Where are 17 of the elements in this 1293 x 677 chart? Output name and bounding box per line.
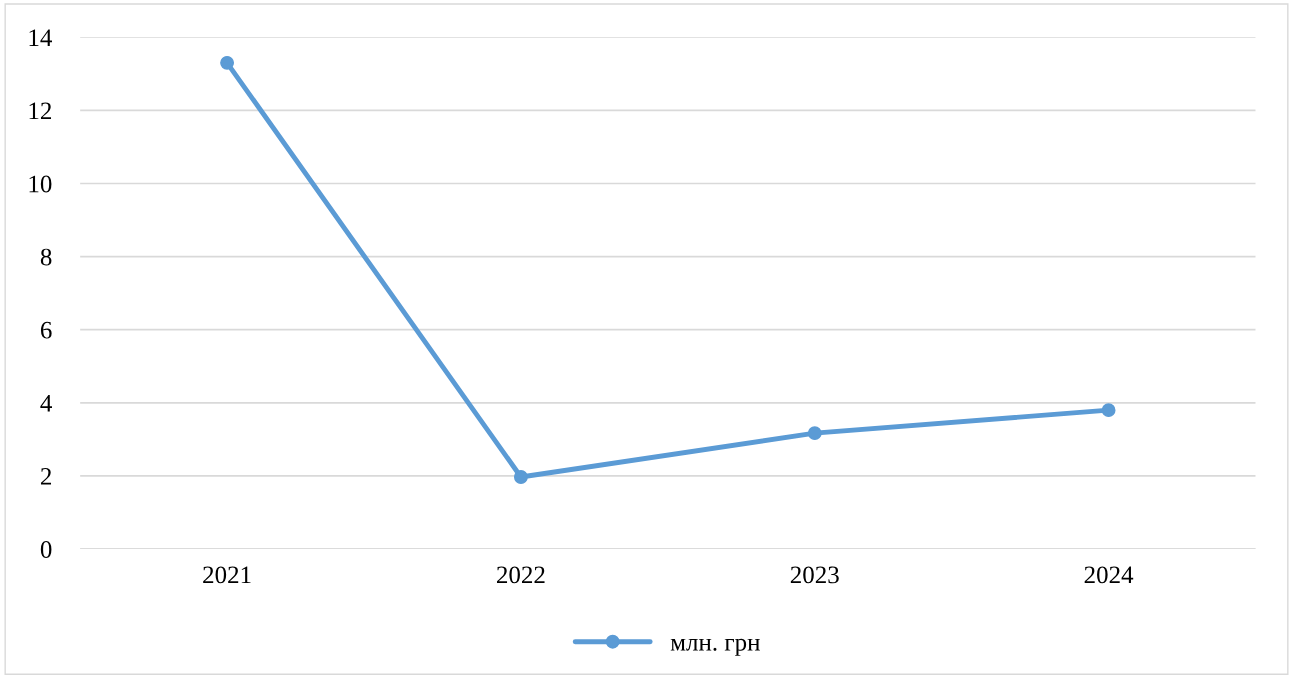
y-tick-label: 8	[40, 248, 52, 266]
y-tick-label: 0	[40, 541, 52, 558]
point	[513, 470, 528, 484]
y-tick-label: 10	[29, 175, 52, 193]
point	[1101, 403, 1116, 418]
legend-label: млн. грн	[670, 638, 760, 656]
y-tick-label: 12	[29, 102, 52, 120]
x-tick-label: 2022	[497, 566, 545, 584]
y-tick-label: 14	[29, 29, 52, 46]
x-tick-label: 2021	[203, 566, 251, 584]
point	[220, 55, 235, 70]
x-tick-label: 2023	[790, 566, 839, 584]
y-tick-label: 6	[40, 321, 52, 339]
y-tick-label: 2	[40, 468, 52, 485]
x-tick-label: 2024	[1084, 566, 1134, 584]
point	[807, 426, 822, 441]
y-tick-label: 4	[40, 395, 52, 412]
